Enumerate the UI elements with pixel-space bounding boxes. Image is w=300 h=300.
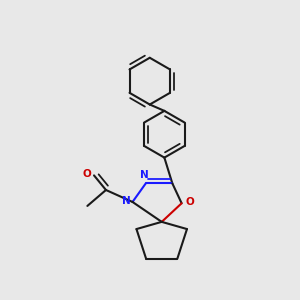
Text: N: N <box>122 196 130 206</box>
Text: N: N <box>140 170 149 180</box>
Text: O: O <box>82 169 91 179</box>
Text: O: O <box>186 197 194 207</box>
